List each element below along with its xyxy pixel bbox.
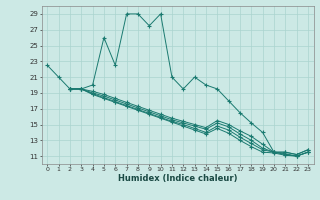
X-axis label: Humidex (Indice chaleur): Humidex (Indice chaleur) <box>118 174 237 183</box>
